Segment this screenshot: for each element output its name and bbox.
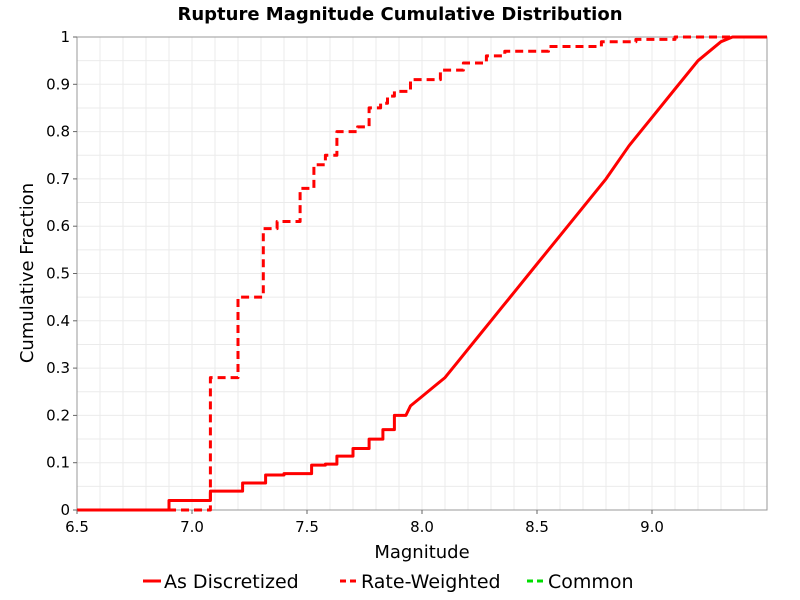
y-tick-label: 0.6 <box>46 217 70 235</box>
x-tick-label: 8.0 <box>410 518 434 536</box>
y-axis-label: Cumulative Fraction <box>17 183 38 363</box>
x-tick-label: 9.0 <box>640 518 664 536</box>
y-tick-label: 0.1 <box>46 454 70 472</box>
chart-title: Rupture Magnitude Cumulative Distributio… <box>177 4 622 25</box>
x-tick-label: 7.0 <box>180 518 204 536</box>
series-line-as-discretized <box>77 35 767 512</box>
x-tick-label: 6.5 <box>65 518 89 536</box>
y-tick-label: 0.5 <box>46 265 70 283</box>
y-tick-label: 0.2 <box>46 406 70 424</box>
x-axis-label: Magnitude <box>374 542 469 563</box>
legend-label-as-discretized: As Discretized <box>164 571 299 593</box>
y-tick-label: 0.8 <box>46 123 70 141</box>
y-axis-ticks: 0 0.1 0.2 0.3 0.4 0.5 0.6 0.7 0.8 0.9 1 <box>46 28 77 519</box>
y-tick-label: 0.3 <box>46 359 70 377</box>
series-lines <box>77 35 767 512</box>
x-axis-ticks: 6.5 7.0 7.5 8.0 8.5 9.0 <box>65 510 664 536</box>
x-tick-label: 8.5 <box>525 518 549 536</box>
y-tick-label: 0.7 <box>46 170 70 188</box>
y-tick-label: 0.4 <box>46 312 70 330</box>
legend-label-common: Common <box>548 571 634 593</box>
grid <box>76 37 768 510</box>
legend-label-rate-weighted: Rate-Weighted <box>361 571 501 593</box>
legend: As Discretized Rate-Weighted Common <box>143 571 634 593</box>
y-tick-label: 1 <box>60 28 70 46</box>
y-tick-label: 0 <box>60 501 70 519</box>
series-line-rate-weighted <box>77 35 767 512</box>
x-tick-label: 7.5 <box>295 518 319 536</box>
y-tick-label: 0.9 <box>46 75 70 93</box>
